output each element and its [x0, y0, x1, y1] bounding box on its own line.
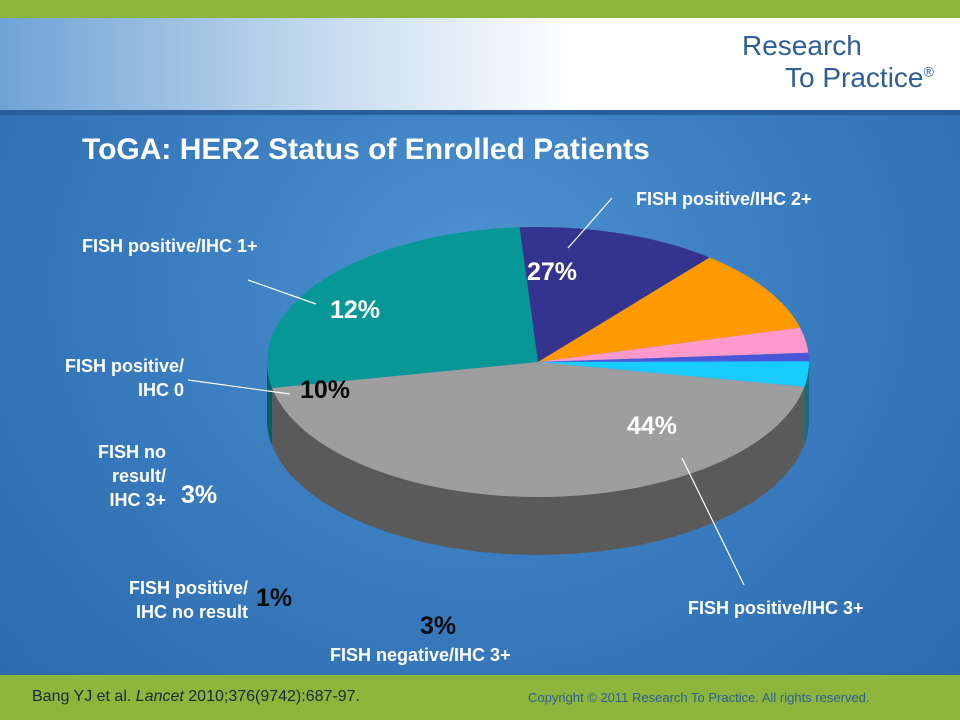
logo-to-practice-text: To Practice — [785, 62, 924, 93]
label-nores-line2: result/ — [111, 466, 166, 486]
leader-line-ihc2 — [567, 197, 613, 249]
citation-journal: Lancet — [135, 688, 184, 705]
leader-line-ihc1 — [247, 279, 317, 305]
pie-slice-5 — [538, 352, 809, 362]
citation: Bang YJ et al. Lancet 2010;376(9742):687… — [32, 688, 360, 706]
slide-title: ToGA: HER2 Status of Enrolled Patients — [82, 133, 650, 166]
copyright-notice: Copyright © 2011 Research To Practice. A… — [528, 690, 870, 705]
header-banner — [0, 18, 960, 110]
header-divider — [0, 110, 960, 115]
pie-slice-1 — [267, 227, 538, 388]
label-nores: FISH no result/ IHC 3+ — [40, 440, 166, 512]
citation-authors: Bang YJ et al. — [32, 688, 136, 705]
pct-ihc0: 10% — [300, 376, 351, 404]
label-neg: FISH negative/IHC 3+ — [330, 645, 511, 665]
pie-slice-4 — [538, 327, 809, 362]
logo-research: Research — [742, 30, 862, 61]
label-ihc2: FISH positive/IHC 2+ — [636, 189, 812, 209]
pie-sides — [267, 362, 809, 555]
pie-side-1 — [267, 362, 273, 446]
leader-line-ihc0 — [187, 379, 291, 395]
pie-side-0 — [272, 386, 805, 555]
label-ihcnores-line1: FISH positive/ — [128, 578, 248, 598]
citation-rest: 2010;376(9742):687-97. — [183, 688, 360, 705]
label-ihcnores-line2: IHC no result — [135, 602, 248, 622]
label-ihcnores: FISH positive/ IHC no result — [60, 576, 248, 624]
pct-ihc2: 27% — [527, 258, 578, 286]
label-ihc3: FISH positive/IHC 3+ — [688, 598, 864, 618]
logo-to-practice: To Practice® — [785, 62, 934, 94]
pct-ihc1: 12% — [330, 296, 381, 324]
label-ihc1: FISH positive/IHC 1+ — [82, 236, 258, 256]
leader-line-ihc3 — [681, 457, 745, 586]
pct-nores: 3% — [181, 481, 218, 509]
label-ihc0-line1: FISH positive/ — [64, 356, 184, 376]
pie-side-6 — [804, 362, 809, 445]
pie-slice-3 — [538, 257, 801, 362]
label-ihc0-line2: IHC 0 — [137, 380, 184, 400]
pie-slices — [267, 226, 810, 498]
top-accent-bar — [0, 0, 960, 18]
label-ihc0: FISH positive/ IHC 0 — [20, 354, 184, 402]
pie-slice-6 — [538, 361, 810, 387]
registered-mark: ® — [923, 63, 934, 80]
label-nores-line1: FISH no — [98, 442, 166, 462]
pct-ihcnores: 1% — [256, 584, 293, 612]
label-nores-line3: IHC 3+ — [109, 490, 166, 510]
pie-slice-0 — [272, 362, 805, 498]
pie-slice-2 — [519, 226, 710, 362]
leader-lines — [187, 197, 745, 586]
footer-bar — [0, 675, 960, 720]
pct-ihc3: 44% — [627, 412, 678, 440]
pct-neg: 3% — [420, 612, 457, 640]
